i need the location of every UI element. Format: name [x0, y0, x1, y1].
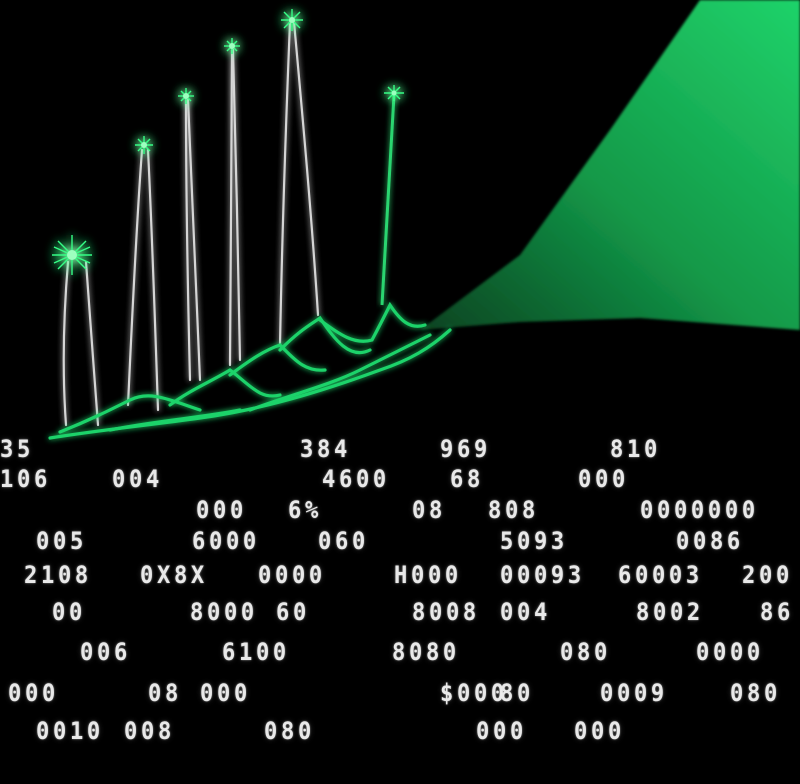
digit-row: 00 8000 60 8008 004 8002 86 [0, 597, 800, 627]
green-waves [48, 301, 452, 440]
digit-group: 080 [730, 679, 781, 707]
digit-row: 2108 0X8X 0000 H000 00093 60003 200 [0, 560, 800, 590]
digit-group: 5093 [500, 527, 568, 555]
digit-group: 4600 [322, 465, 390, 493]
digit-group: 810 [610, 435, 661, 463]
digit-group: 00 [52, 598, 86, 626]
digit-group: 384 [300, 435, 351, 463]
digit-group: H000 [394, 561, 462, 589]
digit-group: 000 [574, 717, 625, 745]
sparkle-star [178, 88, 194, 104]
digit-group: 0000 [696, 638, 764, 666]
digit-group: 000 [476, 717, 527, 745]
dark-hill [380, 325, 800, 430]
digit-group: 6% [288, 496, 322, 524]
sparkle-star [52, 235, 92, 275]
digit-group: $000 [440, 679, 508, 707]
digit-group: 60003 [618, 561, 703, 589]
digit-row: 35 384 969 810 [0, 434, 800, 464]
green-wire [380, 94, 396, 306]
sparkle-star [384, 85, 404, 101]
digit-row: 000 6% 08 808 0000000 [0, 495, 800, 525]
digit-row: 0010 008 080 000 000 [0, 716, 800, 746]
digit-group: 000 [8, 679, 59, 707]
digit-group: 86 [760, 598, 794, 626]
digit-group: 80 [500, 679, 534, 707]
digit-group: 0010 [36, 717, 104, 745]
digit-row: 005 6000 060 5093 0086 [0, 526, 800, 556]
digit-group: 0009 [600, 679, 668, 707]
digit-group: 080 [264, 717, 315, 745]
digit-row: 000 08 000 $000 80 0009 080 [0, 678, 800, 708]
digit-group: 60 [276, 598, 310, 626]
digit-group: 060 [318, 527, 369, 555]
digit-group: 8008 [412, 598, 480, 626]
digit-group: 0086 [676, 527, 744, 555]
digit-group: 0X8X [140, 561, 208, 589]
digit-group: 000 [578, 465, 629, 493]
wire-strands [62, 20, 320, 427]
digit-group: 004 [112, 465, 163, 493]
digit-group: 6000 [192, 527, 260, 555]
digit-group: 006 [80, 638, 131, 666]
digit-group: 000 [200, 679, 251, 707]
digit-group: 106 [0, 465, 51, 493]
green-light-beam [420, 0, 800, 330]
digit-group: 0000 [258, 561, 326, 589]
digit-row: 106 004 4600 68 000 [0, 464, 800, 494]
digit-group: 8080 [392, 638, 460, 666]
digit-group: 08 [148, 679, 182, 707]
sparkle-stars [52, 9, 404, 275]
digit-group: 008 [124, 717, 175, 745]
digit-group: 808 [488, 496, 539, 524]
digit-row: 006 6100 8080 080 0000 [0, 637, 800, 667]
sparkle-star [224, 38, 240, 54]
digit-group: 000 [196, 496, 247, 524]
sparkle-star [281, 9, 303, 31]
digit-group: 200 [742, 561, 793, 589]
digit-group: 08 [412, 496, 446, 524]
digit-group: 2108 [24, 561, 92, 589]
digit-group: 005 [36, 527, 87, 555]
digit-group: 004 [500, 598, 551, 626]
digit-group: 8002 [636, 598, 704, 626]
digit-group: 0000000 [640, 496, 759, 524]
digit-group: 6100 [222, 638, 290, 666]
digit-group: 8000 [190, 598, 258, 626]
digit-group: 080 [560, 638, 611, 666]
digit-group: 969 [440, 435, 491, 463]
digit-group: 00093 [500, 561, 585, 589]
digit-group: 68 [450, 465, 484, 493]
sparkle-star [135, 136, 153, 154]
digit-group: 35 [0, 435, 34, 463]
